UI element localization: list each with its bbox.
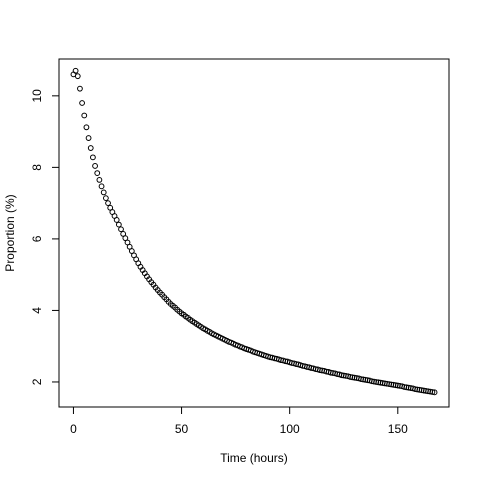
point — [79, 100, 85, 106]
point — [85, 135, 92, 141]
point — [98, 183, 105, 190]
point — [118, 226, 124, 233]
y-axis-label: Proportion (%) — [3, 194, 17, 271]
point — [115, 221, 122, 228]
y-tick-label: 8 — [30, 164, 44, 171]
y-tick-label: 10 — [30, 89, 44, 103]
point — [113, 217, 120, 223]
point — [94, 170, 101, 176]
point — [74, 73, 81, 80]
point — [96, 176, 103, 183]
point — [72, 67, 79, 74]
point — [429, 389, 436, 395]
point — [83, 124, 90, 131]
x-tick-label: 0 — [70, 422, 77, 436]
x-axis-label: Time (hours) — [220, 451, 288, 465]
x-tick-label: 50 — [175, 422, 189, 436]
y-tick-label: 2 — [30, 378, 44, 385]
x-tick-label: 100 — [280, 422, 300, 436]
point — [90, 154, 96, 161]
y-tick-label: 6 — [30, 235, 44, 242]
point — [92, 163, 98, 169]
point — [81, 112, 88, 119]
point — [105, 200, 111, 207]
point — [102, 195, 109, 202]
point — [431, 389, 438, 396]
y-tick-label: 4 — [30, 307, 44, 314]
x-tick-label: 150 — [388, 422, 408, 436]
point — [87, 145, 94, 151]
point — [77, 85, 83, 92]
point — [100, 189, 107, 196]
